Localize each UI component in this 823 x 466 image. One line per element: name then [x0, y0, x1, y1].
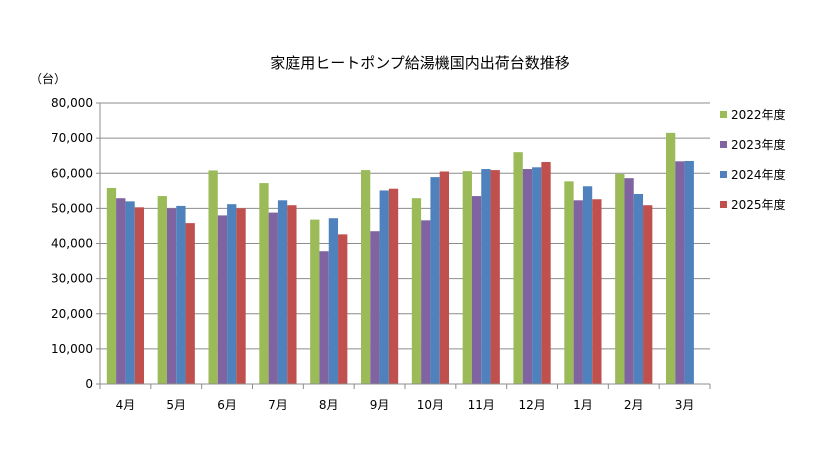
x-tick-label: 12月	[518, 398, 545, 412]
bar	[259, 183, 269, 384]
bar	[582, 186, 593, 384]
legend-swatch	[720, 201, 727, 208]
bar	[684, 160, 694, 384]
bar	[430, 177, 440, 384]
bar	[573, 200, 583, 384]
y-tick-label: 80,000	[51, 96, 93, 110]
bar	[268, 212, 278, 384]
x-tick-label: 8月	[319, 398, 339, 412]
bar	[157, 196, 167, 384]
gridlines	[100, 102, 710, 350]
x-tick-label: 11月	[468, 398, 495, 412]
x-tick-label: 1月	[573, 398, 593, 412]
bar	[462, 171, 472, 384]
x-tick-label: 6月	[217, 398, 237, 412]
y-tick-label: 50,000	[51, 201, 93, 215]
legend-label: 2025年度	[731, 197, 786, 212]
bar	[236, 208, 246, 384]
bar	[675, 161, 685, 384]
bar	[125, 201, 135, 384]
legend-swatch	[720, 171, 727, 178]
bar	[388, 188, 399, 384]
y-tick-label: 70,000	[51, 131, 93, 145]
bar	[166, 208, 177, 384]
bar	[287, 205, 297, 384]
legend-label: 2022年度	[731, 107, 786, 122]
x-tick-label: 5月	[166, 398, 186, 412]
bar	[277, 200, 288, 384]
bar	[439, 171, 450, 384]
bar	[532, 167, 542, 384]
bar	[217, 215, 228, 384]
x-tick-label: 2月	[624, 398, 644, 412]
bar	[421, 220, 431, 384]
bar	[319, 251, 329, 384]
bar	[564, 181, 574, 384]
bar	[592, 199, 602, 384]
bars	[106, 132, 694, 384]
bar	[643, 205, 653, 384]
bar	[370, 231, 380, 384]
y-tick-label: 60,000	[51, 166, 93, 180]
x-tick-label: 9月	[370, 398, 390, 412]
bar	[360, 170, 371, 384]
axes	[96, 102, 711, 389]
y-tick-label: 0	[85, 377, 93, 391]
bar	[665, 132, 676, 384]
x-tick-label: 3月	[675, 398, 695, 412]
y-tick-label: 40,000	[51, 237, 93, 251]
bar	[615, 173, 625, 384]
y-tick-labels: 0 10,000 20,000 30,000 40,000 50,000 60,000 70,…	[51, 96, 93, 391]
bar	[328, 218, 339, 384]
x-tick-label: 7月	[268, 398, 288, 412]
legend-swatch	[720, 141, 727, 148]
y-tick-label: 30,000	[51, 272, 93, 286]
bar	[310, 219, 320, 384]
bar	[633, 193, 644, 384]
legend-label: 2024年度	[731, 167, 786, 182]
bar	[541, 162, 551, 384]
y-axis-unit-label: （台）	[30, 71, 66, 86]
bar	[227, 204, 237, 384]
x-tick-label: 10月	[417, 398, 444, 412]
legend: 2022年度 2023年度 2024年度 2025年度	[720, 107, 786, 212]
bar	[134, 207, 145, 384]
bar	[513, 152, 523, 384]
bar	[338, 234, 348, 384]
bar	[379, 190, 389, 384]
x-tick-label: 4月	[116, 398, 136, 412]
legend-swatch	[720, 111, 727, 118]
x-tick-labels: 4月 5月 6月 7月 8月 9月 10月 11月 12月 1月 2月 3月	[116, 398, 695, 412]
bar	[208, 170, 218, 384]
bar	[176, 205, 186, 384]
bar	[624, 178, 634, 384]
bar	[116, 198, 126, 384]
chart-title: 家庭用ヒートポンプ給湯機国内出荷台数推移	[270, 54, 570, 72]
bar	[185, 223, 195, 384]
legend-label: 2023年度	[731, 137, 786, 152]
y-tick-label: 20,000	[51, 307, 93, 321]
bar	[106, 188, 117, 384]
bar	[490, 170, 500, 384]
bar	[471, 196, 482, 384]
bar	[411, 198, 422, 384]
y-tick-label: 10,000	[51, 342, 93, 356]
bar	[481, 169, 491, 384]
bar	[522, 169, 533, 384]
